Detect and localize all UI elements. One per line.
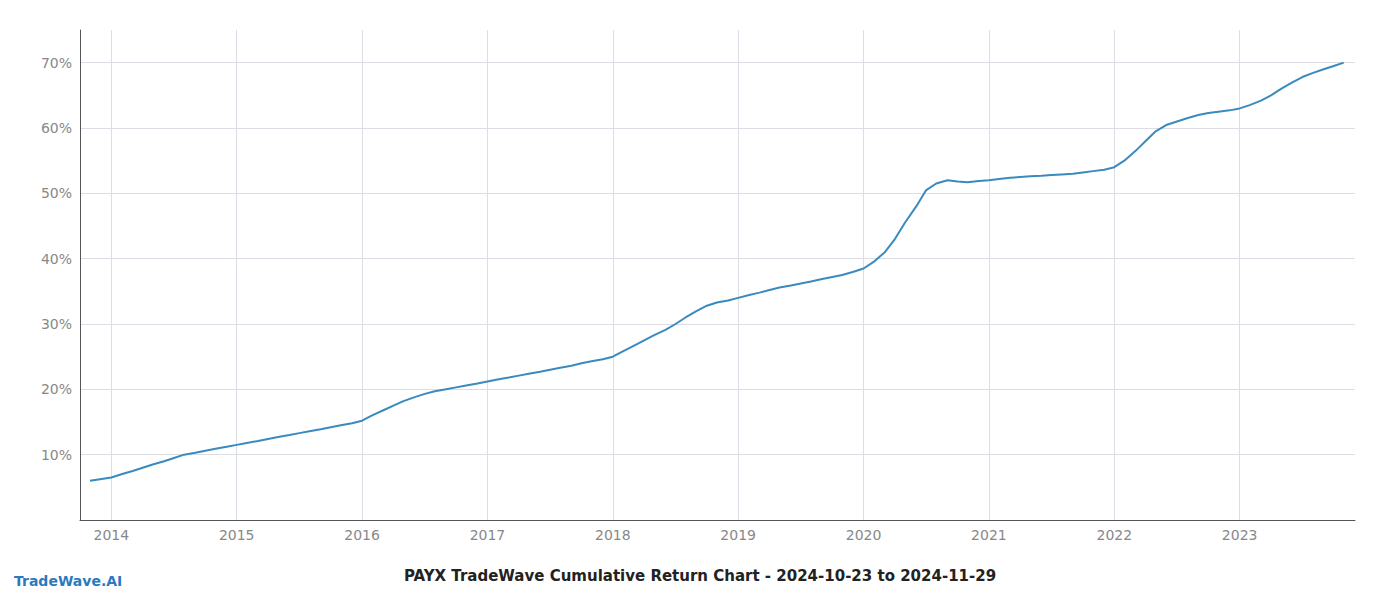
svg-text:2017: 2017 (470, 527, 506, 543)
svg-text:2023: 2023 (1222, 527, 1258, 543)
svg-text:2018: 2018 (595, 527, 631, 543)
svg-text:20%: 20% (41, 381, 72, 397)
svg-text:2016: 2016 (344, 527, 380, 543)
svg-text:2014: 2014 (94, 527, 130, 543)
svg-text:2020: 2020 (846, 527, 882, 543)
svg-text:30%: 30% (41, 316, 72, 332)
svg-text:50%: 50% (41, 185, 72, 201)
svg-text:2019: 2019 (720, 527, 756, 543)
svg-text:PAYX TradeWave Cumulative Retu: PAYX TradeWave Cumulative Return Chart -… (404, 567, 996, 585)
svg-text:2015: 2015 (219, 527, 255, 543)
svg-text:60%: 60% (41, 120, 72, 136)
svg-text:TradeWave.AI: TradeWave.AI (14, 573, 122, 589)
svg-text:40%: 40% (41, 251, 72, 267)
svg-text:2021: 2021 (971, 527, 1007, 543)
svg-text:70%: 70% (41, 55, 72, 71)
svg-text:10%: 10% (41, 447, 72, 463)
svg-text:2022: 2022 (1096, 527, 1132, 543)
